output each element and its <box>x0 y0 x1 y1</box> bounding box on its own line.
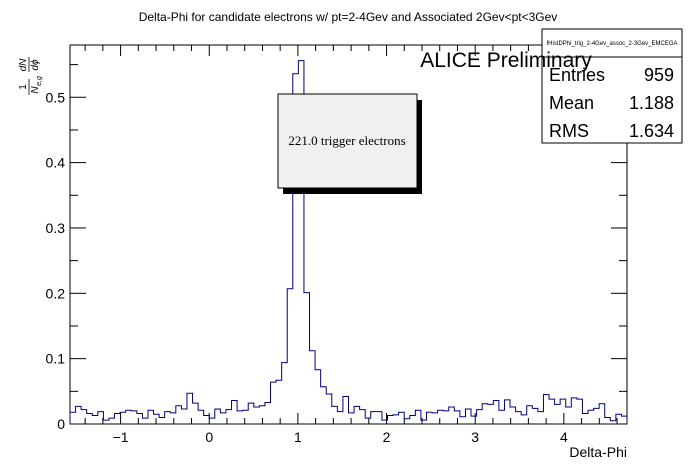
x-tick-label: 1 <box>294 429 302 445</box>
y-tick-label: 0.5 <box>46 89 66 105</box>
chart-title: Delta-Phi for candidate electrons w/ pt=… <box>139 10 558 24</box>
stats-box: fHistDPhi_trig_2-4Gev_assoc_2-3Gev_EMCEG… <box>541 28 683 144</box>
y-axis: 0 0.1 0.2 0.3 0.4 0.5 <box>46 64 627 432</box>
stats-entries-value: 959 <box>644 65 674 85</box>
y-label-denominator: N <box>30 86 41 94</box>
plot-frame <box>69 44 628 425</box>
y-tick-label: 0.2 <box>46 285 66 301</box>
x-tick-label: −1 <box>113 429 129 445</box>
y-tick-label: 0.4 <box>46 155 66 171</box>
stats-entries-label: Entries <box>549 65 605 85</box>
x-tick-label: 0 <box>205 429 213 445</box>
y-label-dn: dN <box>18 58 29 72</box>
stats-rms-label: RMS <box>549 121 589 141</box>
y-axis-label: 1 N e,g dN dϕ <box>18 57 43 95</box>
y-tick-label: 0 <box>57 416 65 432</box>
stats-rms-value: 1.634 <box>629 121 674 141</box>
trigger-text-box: 221.0 trigger electrons <box>277 93 422 194</box>
alice-preliminary-label: ALICE Preliminary <box>420 49 592 72</box>
trigger-count-text: 221.0 trigger electrons <box>288 133 405 148</box>
y-label-dphi: dϕ <box>30 59 41 71</box>
stats-mean-value: 1.188 <box>629 93 674 113</box>
y-tick-label: 0.1 <box>46 351 66 367</box>
text-box <box>277 93 418 189</box>
x-axis: −1 0 1 2 3 4 <box>84 45 618 445</box>
x-axis-label: Delta-Phi <box>569 444 627 460</box>
y-label-numerator: 1 <box>18 84 29 90</box>
stats-mean-label: Mean <box>549 93 594 113</box>
x-tick-label: 4 <box>560 429 568 445</box>
x-tick-label: 3 <box>471 429 479 445</box>
stats-hist-name: fHistDPhi_trig_2-4Gev_assoc_2-3Gev_EMCEG… <box>546 41 677 47</box>
y-label-denominator-sub: e,g <box>36 76 43 86</box>
histogram-line <box>69 60 628 424</box>
y-tick-label: 0.3 <box>46 220 66 236</box>
stats-box-frame <box>541 28 683 144</box>
x-tick-label: 2 <box>383 429 391 445</box>
